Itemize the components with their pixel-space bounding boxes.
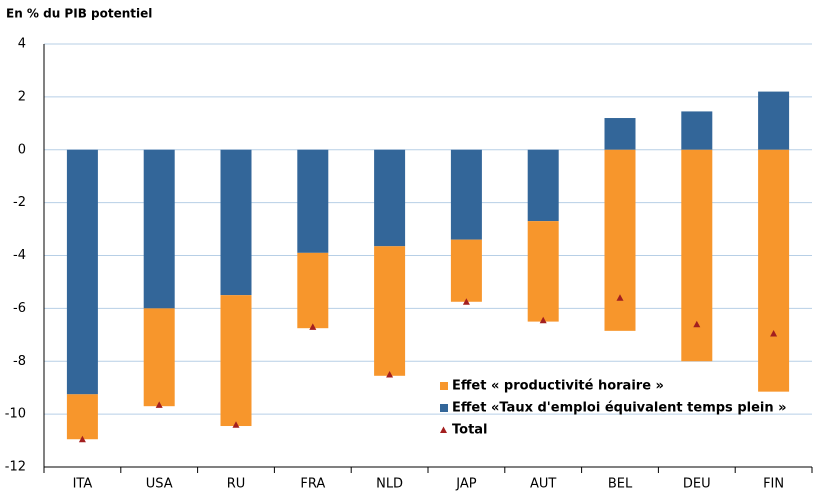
- total-marker: [309, 323, 317, 330]
- bar: [681, 111, 713, 150]
- bar: [374, 246, 406, 376]
- y-tick-label: -12: [5, 460, 26, 475]
- y-tick-label: 0: [18, 142, 26, 157]
- total-marker: [462, 298, 470, 305]
- y-tick-label: 4: [18, 37, 26, 52]
- y-tick-label: -8: [13, 354, 26, 369]
- total-marker: [232, 421, 240, 428]
- bar: [527, 149, 559, 222]
- bar: [297, 149, 329, 253]
- bar: [527, 221, 559, 322]
- total-marker: [78, 435, 86, 443]
- bar: [604, 118, 636, 150]
- bar: [66, 149, 98, 395]
- x-tick-label: ITA: [73, 477, 93, 492]
- legend-swatch: [440, 382, 448, 390]
- x-tick-label: DEU: [683, 477, 711, 492]
- bar: [450, 149, 482, 240]
- x-tick-label: NLD: [376, 477, 403, 492]
- legend-swatch: [440, 426, 447, 433]
- x-tick-label: FRA: [300, 477, 325, 492]
- bar: [297, 252, 329, 329]
- bar: [66, 394, 98, 440]
- total-marker: [693, 320, 701, 328]
- legend-label: Total: [452, 423, 488, 438]
- legend-label: Effet « productivité horaire »: [452, 379, 664, 394]
- y-tick-label: -6: [13, 301, 26, 316]
- total-marker: [155, 401, 163, 408]
- y-tick-label: -2: [13, 195, 26, 210]
- total-marker: [770, 329, 778, 337]
- x-tick-label: RU: [227, 477, 246, 492]
- total-marker: [386, 370, 394, 378]
- y-tick-label: -10: [5, 407, 26, 422]
- bar: [374, 149, 406, 247]
- legend-label: Effet «Taux d'emploi équivalent temps pl…: [452, 401, 787, 416]
- x-tick-label: USA: [146, 477, 173, 492]
- bar: [604, 149, 636, 331]
- bar: [220, 149, 252, 296]
- total-marker: [539, 316, 547, 324]
- bar: [143, 308, 175, 407]
- bar: [758, 91, 790, 150]
- bar: [681, 149, 713, 362]
- legend-swatch: [440, 404, 448, 412]
- bar: [143, 149, 175, 309]
- x-tick-label: AUT: [530, 477, 556, 492]
- bar: [450, 239, 482, 302]
- x-tick-label: FIN: [763, 477, 784, 492]
- bar: [758, 149, 790, 392]
- y-tick-label: -4: [13, 248, 26, 263]
- total-marker: [616, 294, 624, 301]
- y-tick-label: 2: [18, 89, 26, 104]
- y-axis-title: En % du PIB potentiel: [6, 7, 152, 21]
- bar: [220, 295, 252, 427]
- x-tick-label: JAP: [455, 477, 476, 492]
- x-tick-label: BEL: [608, 477, 633, 492]
